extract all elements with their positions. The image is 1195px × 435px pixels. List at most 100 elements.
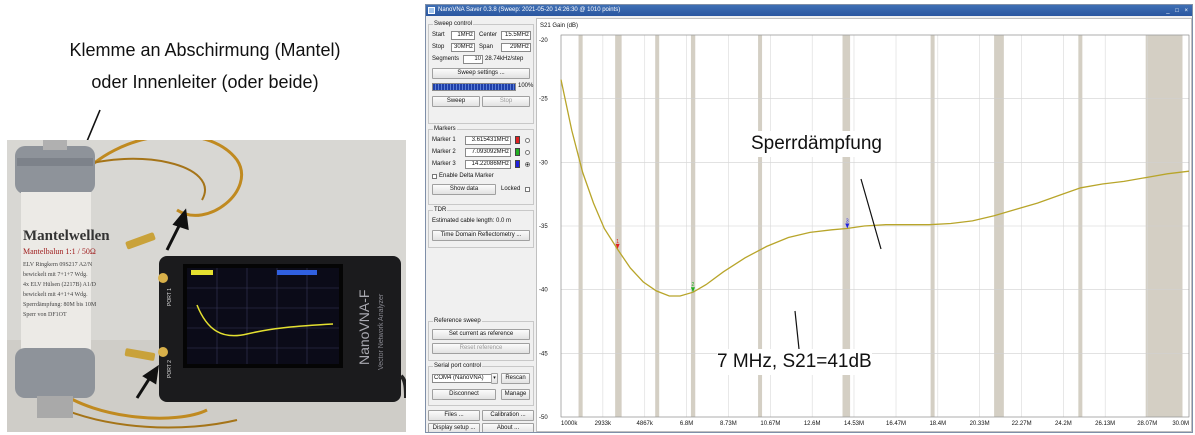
locked-checkbox[interactable]	[525, 187, 530, 192]
about-button[interactable]: About ...	[482, 423, 534, 432]
balun-label-title: Mantelwellen	[23, 228, 110, 244]
delta-marker-label: Enable Delta Marker	[439, 173, 494, 179]
marker-label: Marker 3	[432, 161, 456, 167]
x-tick-label: 22.27M	[1012, 421, 1032, 427]
x-tick-label: 10.67M	[760, 421, 780, 427]
marker-select-radio[interactable]	[525, 162, 530, 167]
marker-label: Marker 2	[432, 149, 456, 155]
x-tick-label: 18.4M	[929, 421, 946, 427]
marker-color-swatch[interactable]	[515, 160, 520, 168]
plot-frame	[560, 34, 1190, 418]
marker-color-swatch[interactable]	[515, 148, 520, 156]
marker-label: Marker 1	[432, 137, 456, 143]
marker-select-radio[interactable]	[525, 150, 530, 155]
s21-trace	[560, 79, 1190, 297]
marker-3-point[interactable]	[845, 223, 850, 229]
marker-2-point[interactable]	[690, 287, 695, 293]
port2-label: PORT 2	[167, 360, 173, 378]
x-tick-label: 12.6M	[804, 421, 821, 427]
app-icon	[428, 7, 435, 14]
step-text: 28.74kHz/step	[485, 56, 524, 62]
x-tick-label: 30.0M	[1172, 421, 1189, 427]
x-tick-label: 8.73M	[720, 421, 737, 427]
marker-2-label: 2	[692, 282, 695, 288]
s21-gain-chart-svg: S21 Gain (dB) -20 -25 -30 -35 -40 -45 -50 1000…	[539, 23, 1190, 427]
marker-color-swatch[interactable]	[515, 136, 520, 144]
files-button[interactable]: Files ...	[428, 410, 480, 421]
span-label: Span	[479, 44, 494, 50]
manage-button[interactable]: Manage	[501, 389, 530, 400]
x-tick-label: 4867k	[637, 421, 654, 427]
balun-text-line: ELV Ringkern 09S217 A2/N	[23, 262, 93, 268]
reference-sweep-group: Reference sweep Set current as reference…	[428, 318, 534, 361]
stopband-annotation: Sperrdämpfung	[751, 131, 882, 157]
segments-input[interactable]: 10	[463, 55, 483, 64]
marker-1-point[interactable]	[615, 243, 620, 249]
marker-note-annotation: 7 MHz, S21=41dB	[717, 349, 872, 375]
center-label: Center	[479, 32, 498, 38]
y-tick-label: -50	[539, 415, 548, 421]
sweep-progress-bar	[432, 83, 516, 91]
window-controls[interactable]: _ □ ×	[1166, 8, 1190, 14]
x-tick-label: 16.47M	[886, 421, 906, 427]
x-tick-label: 14.53M	[844, 421, 864, 427]
clip-bottom	[124, 348, 156, 361]
delta-marker-checkbox[interactable]	[432, 174, 437, 179]
show-data-button[interactable]: Show data	[432, 184, 496, 195]
set-reference-button[interactable]: Set current as reference	[432, 329, 530, 340]
s21-gain-chart[interactable]: S21 Gain (dB) -20 -25 -30 -35 -40 -45 -50 1000…	[536, 18, 1192, 432]
nanovna-subtitle: Vector Network Analyzer	[378, 293, 385, 370]
reset-reference-button[interactable]: Reset reference	[432, 343, 530, 354]
y-tick-label: -35	[539, 224, 548, 230]
markers-title: Markers	[433, 126, 457, 132]
marker-1-label: 1	[616, 239, 619, 245]
chart-title: S21 Gain (dB)	[540, 23, 578, 29]
balun-text-line: Sperr von DF1OT	[23, 312, 67, 318]
balun-body	[21, 192, 91, 352]
x-tick-label: 2933k	[595, 421, 612, 427]
balun-text-line: bewickelt mit 7+1+7 Wdg.	[23, 272, 88, 278]
display-setup-button[interactable]: Display setup ...	[428, 423, 480, 432]
clamp-caption-line2: oder Innenleiter (oder beide)	[91, 72, 319, 92]
sweep-settings-button[interactable]: Sweep settings ...	[432, 68, 530, 79]
marker-frequency-input[interactable]: 14.22086MHz	[465, 160, 511, 169]
stop-label: Stop	[432, 44, 445, 50]
x-tick-label: 1000k	[561, 421, 578, 427]
x-tick-label: 26.13M	[1095, 421, 1115, 427]
balun-text-line: Sperrdämpfung: 80M bis 10M	[23, 301, 97, 308]
tdr-button[interactable]: Time Domain Reflectometry ...	[432, 230, 530, 241]
port-select[interactable]: COM4 (NanoVNA)	[432, 374, 496, 383]
rescan-button[interactable]: Rescan	[501, 373, 530, 384]
clip-top	[125, 232, 156, 250]
sweep-button[interactable]: Sweep	[432, 96, 480, 107]
start-input[interactable]: 1MHz	[451, 31, 475, 40]
center-input[interactable]: 15.5MHz	[501, 31, 531, 40]
serial-port-title: Serial port control	[433, 363, 483, 369]
y-tick-label: -45	[539, 351, 548, 357]
arrow-up-icon	[165, 208, 189, 251]
span-input[interactable]: 29MHz	[501, 43, 531, 52]
marker-note-pointer	[794, 310, 800, 350]
window-titlebar: NanoVNA Saver 0.3.8 (Sweep: 2021-05-20 1…	[426, 5, 1192, 16]
disconnect-button[interactable]: Disconnect	[432, 389, 496, 400]
marker-select-radio[interactable]	[525, 138, 530, 143]
arrow-down-icon	[135, 364, 159, 399]
stop-input[interactable]: 30MHz	[451, 43, 475, 52]
balun-text-line: bewickelt mit 4+1+4 Wdg.	[23, 292, 88, 298]
window-title: NanoVNA Saver 0.3.8 (Sweep: 2021-05-20 1…	[438, 7, 621, 13]
x-tick-label: 20.33M	[970, 421, 990, 427]
y-tick-label: -30	[539, 160, 548, 166]
x-tick-label: 6.8M	[680, 421, 693, 427]
clamp-caption-line1: Klemme an Abschirmung (Mantel)	[69, 40, 341, 60]
nanovna-saver-window: NanoVNA Saver 0.3.8 (Sweep: 2021-05-20 1…	[425, 4, 1193, 433]
marker-frequency-input[interactable]: 3.615431MHz	[465, 136, 511, 145]
sweep-control-title: Sweep control	[433, 21, 474, 27]
tdr-title: TDR	[433, 207, 448, 213]
reference-sweep-title: Reference sweep	[433, 318, 482, 324]
x-tick-label: 24.2M	[1055, 421, 1072, 427]
port-dropdown-icon[interactable]: ▾	[491, 373, 498, 384]
calibration-button[interactable]: Calibration ...	[482, 410, 534, 421]
sweep-control-group: Sweep control Start 1MHz Center 15.5MHz …	[428, 21, 534, 124]
marker-frequency-input[interactable]: 7.093092MHz	[465, 148, 511, 157]
stop-sweep-button[interactable]: Stop	[482, 96, 530, 107]
